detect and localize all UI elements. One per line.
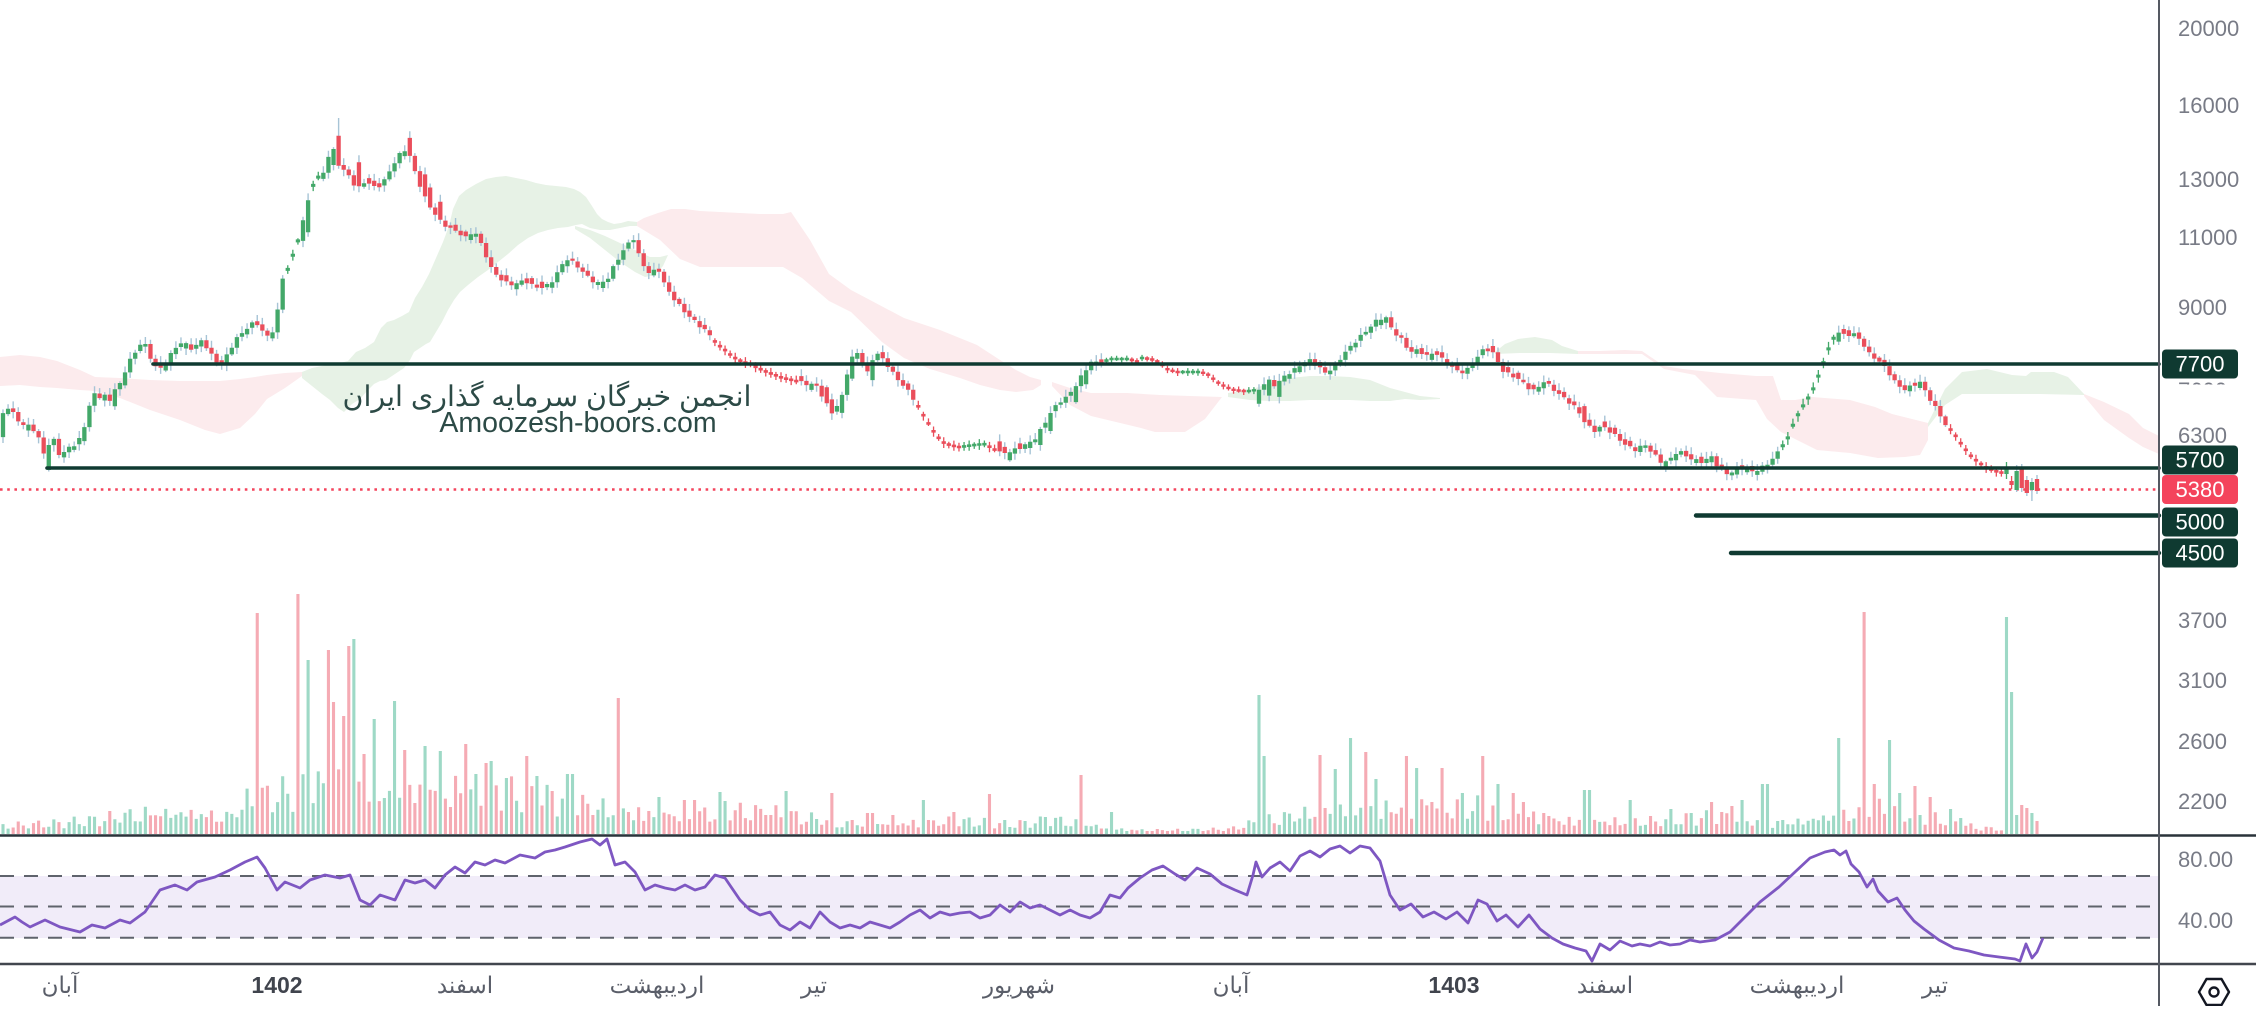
svg-text:16000: 16000 [2178, 93, 2239, 118]
svg-text:2200: 2200 [2178, 789, 2227, 814]
svg-text:2600: 2600 [2178, 729, 2227, 754]
svg-text:اسفند: اسفند [437, 972, 493, 998]
svg-text:شهریور: شهریور [982, 972, 1055, 999]
svg-text:اسفند: اسفند [1577, 972, 1633, 998]
svg-text:تیر: تیر [1921, 972, 1948, 999]
svg-text:اردیبهشت: اردیبهشت [1750, 972, 1845, 999]
svg-text:5700: 5700 [2176, 447, 2225, 472]
svg-text:آبان: آبان [1213, 971, 1251, 998]
svg-text:1403: 1403 [1428, 972, 1479, 998]
svg-text:11000: 11000 [2178, 225, 2238, 250]
svg-text:1402: 1402 [251, 972, 302, 998]
svg-text:5380: 5380 [2176, 477, 2225, 502]
svg-text:40.00: 40.00 [2178, 908, 2233, 933]
svg-text:3100: 3100 [2178, 668, 2227, 693]
svg-text:انجمن خبرگان سرمایه گذاری ایرا: انجمن خبرگان سرمایه گذاری ایران [343, 380, 752, 414]
svg-text:آبان: آبان [42, 971, 80, 998]
svg-text:13000: 13000 [2178, 167, 2239, 192]
svg-text:5000: 5000 [2176, 509, 2225, 534]
svg-text:80.00: 80.00 [2178, 847, 2233, 872]
svg-text:6300: 6300 [2178, 423, 2227, 448]
svg-text:3700: 3700 [2178, 608, 2227, 633]
svg-text:20000: 20000 [2178, 16, 2239, 41]
svg-text:9000: 9000 [2178, 295, 2227, 320]
svg-text:4500: 4500 [2176, 540, 2225, 565]
svg-text:Amoozesh-boors.com: Amoozesh-boors.com [439, 407, 716, 439]
svg-text:تیر: تیر [800, 972, 827, 999]
svg-text:7700: 7700 [2176, 351, 2225, 376]
svg-text:اردیبهشت: اردیبهشت [610, 972, 705, 999]
